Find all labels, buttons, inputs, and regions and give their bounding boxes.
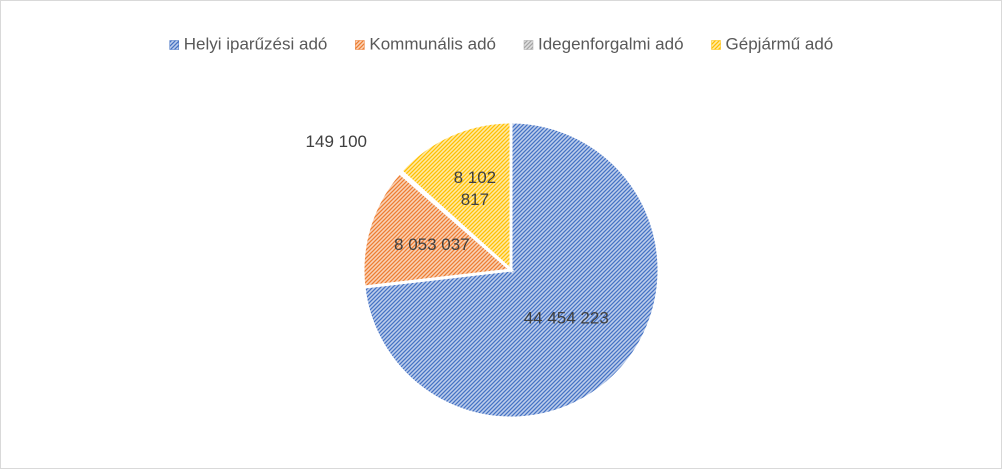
legend-marker: [711, 40, 721, 50]
pie: 44 454 223 8 053 037 149 100 8 102 817: [306, 120, 661, 420]
legend: Helyi iparűzési adó Kommunális adó Idegenf…: [169, 34, 834, 53]
legend-label: Idegenforgalmi adó: [538, 34, 684, 53]
legend-marker: [523, 40, 534, 50]
legend-label: Gépjármű adó: [726, 34, 834, 53]
pie-slice: [361, 170, 515, 289]
pie-slice: [398, 120, 513, 274]
legend-marker: [355, 40, 365, 50]
legend-label: Kommunális adó: [369, 34, 496, 53]
data-label: 149 100: [306, 132, 367, 151]
legend-marker: [169, 40, 179, 50]
data-label: 8 053 037: [394, 235, 470, 254]
data-label: 44 454 223: [524, 309, 609, 328]
data-label: 8 102 817: [453, 167, 497, 209]
legend-label: Helyi iparűzési adó: [184, 34, 328, 53]
